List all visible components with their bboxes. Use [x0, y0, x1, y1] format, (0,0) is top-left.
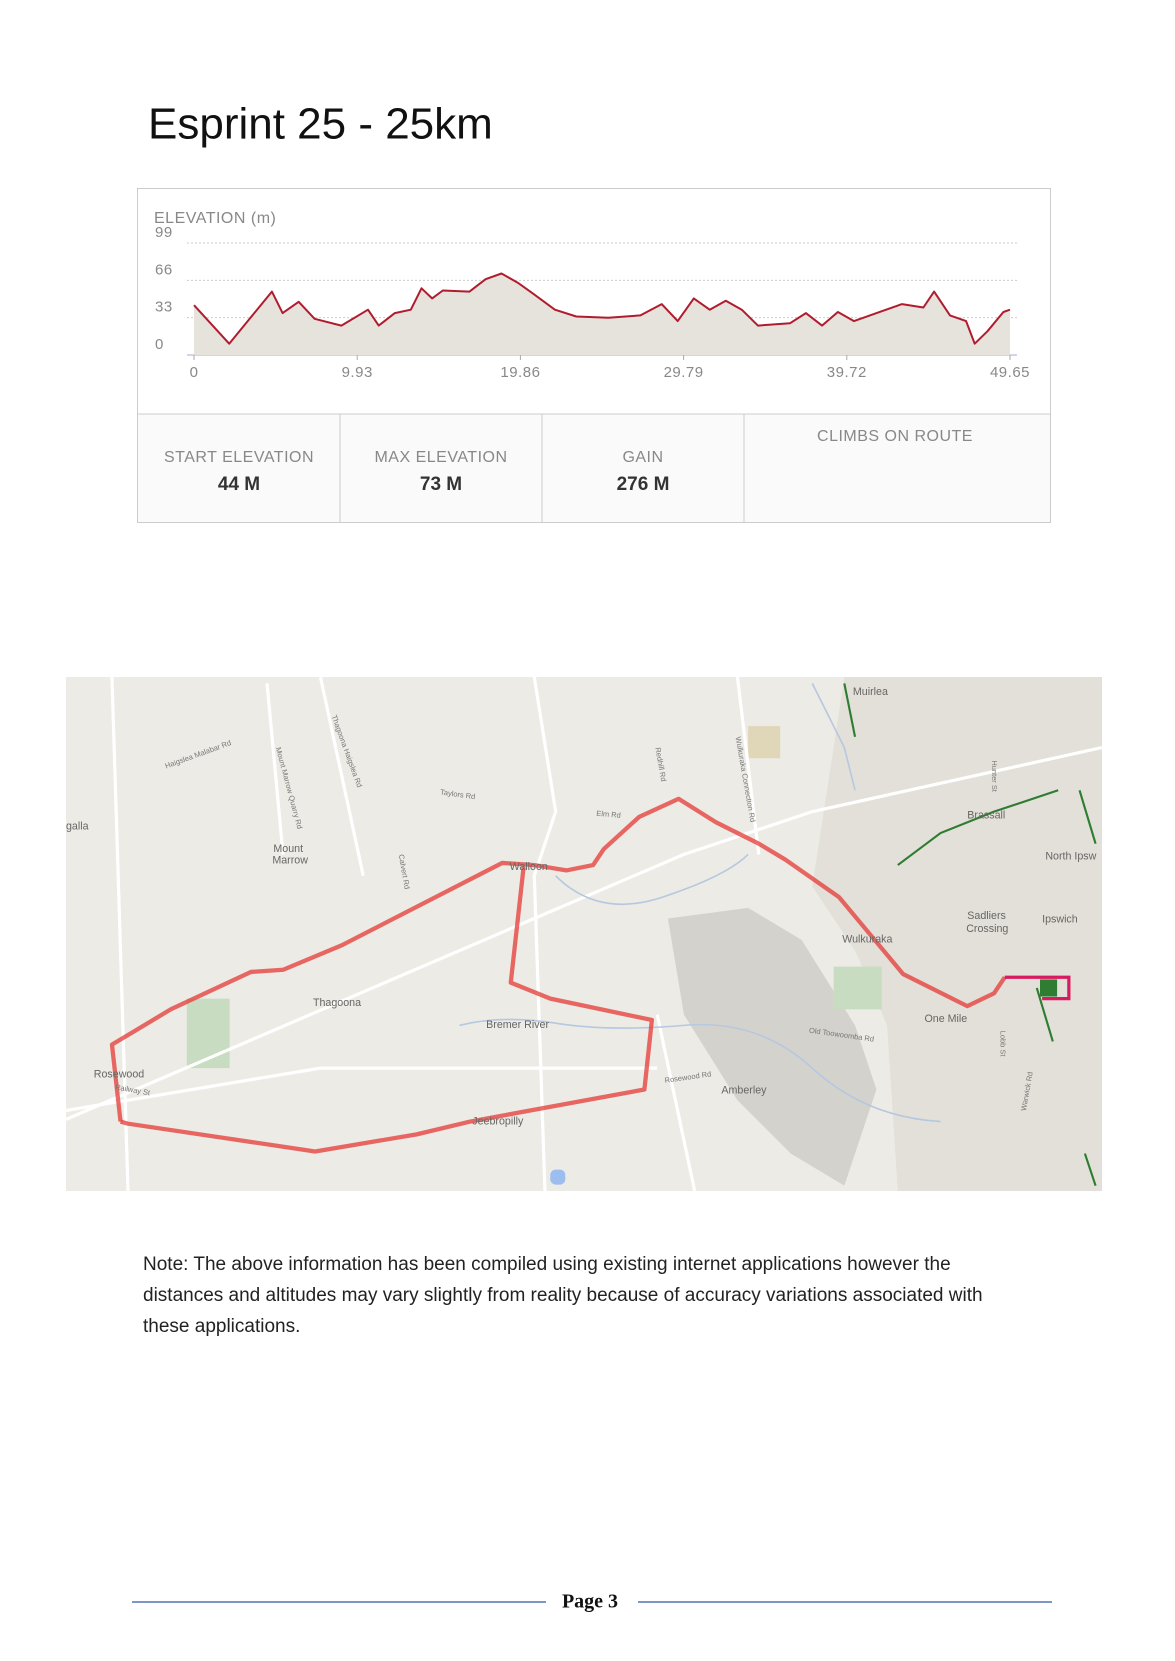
map-place-label: Bremer River: [486, 1019, 549, 1031]
y-tick-label: 66: [155, 261, 173, 278]
airbase: [667, 907, 877, 1186]
road: [655, 1014, 697, 1191]
map-place-label: Jeebropilly: [472, 1115, 524, 1127]
river: [459, 1018, 941, 1123]
map-road-label: Elm Rd: [596, 809, 621, 820]
map-place-label: Wulkuraka: [842, 934, 892, 946]
stat-label: MAX ELEVATION: [374, 449, 507, 466]
route-end: [1004, 975, 1071, 1001]
park: [748, 726, 781, 759]
map-place-label: Walloon: [510, 861, 548, 873]
x-tick-label: 49.65: [990, 364, 1030, 381]
road: [532, 677, 558, 1191]
map-place-label: Crossing: [966, 923, 1008, 935]
route: [119, 866, 655, 1154]
y-tick-label: 99: [155, 224, 173, 241]
water: [550, 1169, 566, 1185]
x-tick-label: 19.86: [500, 364, 540, 381]
road: [66, 745, 1102, 1121]
x-tick-label: 39.72: [827, 364, 867, 381]
map-place-label: Thagoona: [313, 997, 361, 1009]
trail: [897, 789, 1059, 866]
road: [265, 683, 285, 855]
park: [833, 966, 882, 1010]
stat-value: 276 M: [617, 474, 670, 495]
map-place-label: Amberley: [721, 1084, 767, 1096]
stat-value: 73 M: [420, 474, 462, 495]
river: [555, 853, 749, 906]
road: [735, 677, 761, 855]
stat-label: GAIN: [622, 449, 663, 466]
stats-bg: [138, 414, 1050, 522]
page-number: Page 3: [562, 1591, 618, 1613]
y-axis-label: ELEVATION (m): [154, 210, 276, 227]
stat-value: 44 M: [218, 474, 260, 495]
x-tick-label: 9.93: [342, 364, 373, 381]
y-tick-label: 33: [155, 299, 173, 316]
map-place-label: Ipswich: [1042, 913, 1078, 925]
road: [110, 677, 130, 1191]
road: [66, 1066, 658, 1113]
park: [186, 998, 230, 1069]
elevation-area: [194, 273, 1010, 355]
road: [318, 677, 365, 877]
map-frame: Muirlea Brassall North Ipsw Ipswich Sadliers…: [66, 677, 1102, 1191]
map-place-label: Rosewood: [94, 1068, 145, 1080]
route: [109, 796, 1007, 1122]
note-line: these applications.: [143, 1316, 300, 1337]
map-place-label: North Ipsw: [1045, 850, 1096, 862]
stat-label: START ELEVATION: [164, 449, 314, 466]
map: Muirlea Brassall North Ipsw Ipswich Sadliers…: [66, 677, 1102, 1191]
map-road-label: Lobb St: [999, 1031, 1008, 1058]
trail: [1083, 1153, 1097, 1186]
trail: [1035, 987, 1054, 1042]
urban-area: [812, 677, 1102, 1191]
climbs-label: CLIMBS ON ROUTE: [817, 428, 973, 445]
trail: [1078, 789, 1097, 845]
elevation-line: [193, 272, 1011, 345]
start-marker: [1039, 979, 1058, 997]
river: [811, 683, 856, 791]
trail: [843, 683, 857, 738]
map-place-label: galla: [66, 820, 89, 832]
map-place-label: Sadliers: [967, 910, 1006, 922]
x-tick-label: 29.79: [664, 364, 704, 381]
map-place-label: Mount: [273, 843, 303, 855]
map-place-label: Muirlea: [853, 686, 888, 698]
map-place-label: One Mile: [925, 1013, 968, 1025]
x-tick-label: 0: [190, 364, 199, 381]
note-line: distances and altitudes may vary slightl…: [143, 1285, 983, 1306]
map-road-label: Hunter St: [990, 760, 999, 792]
note-line: Note: The above information has been com…: [143, 1254, 951, 1275]
title: Esprint 25 - 25km: [148, 100, 493, 149]
map-place-label: Brassall: [967, 810, 1005, 822]
map-place-label: Marrow: [272, 855, 308, 867]
y-tick-label: 0: [155, 336, 164, 353]
